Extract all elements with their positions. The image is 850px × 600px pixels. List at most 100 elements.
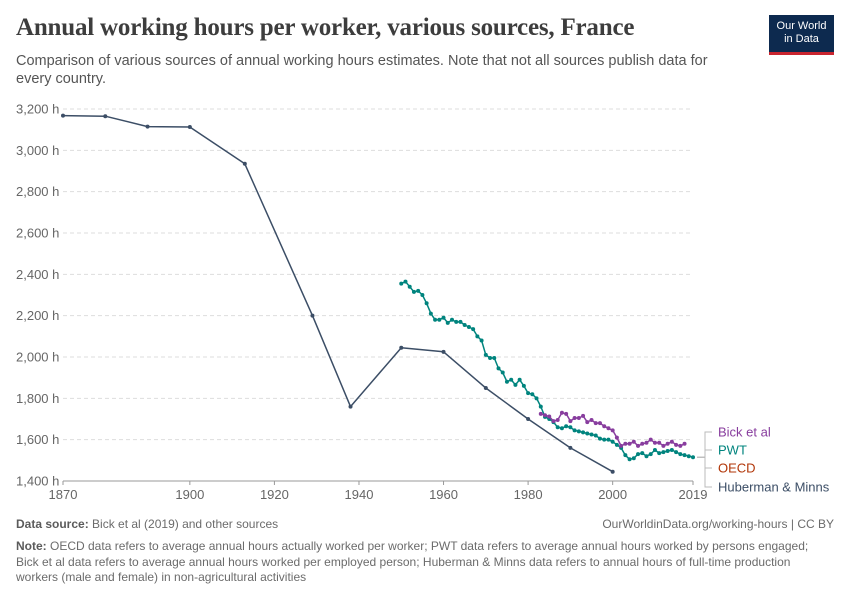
data-point <box>648 452 653 457</box>
chart-legend[interactable]: Bick et al PWT OECD Huberman & Minns <box>697 425 830 495</box>
x-tick-label: 1980 <box>514 487 543 502</box>
data-point <box>471 327 476 332</box>
data-point <box>310 313 315 318</box>
data-point <box>564 411 569 416</box>
series-lines <box>61 113 695 474</box>
data-point <box>145 124 150 129</box>
data-point <box>661 450 666 455</box>
data-point <box>585 431 590 436</box>
data-point <box>458 319 463 324</box>
data-point <box>433 317 438 322</box>
y-tick-label: 1,600 h <box>16 432 59 447</box>
data-point <box>411 289 416 294</box>
data-point <box>644 440 649 445</box>
data-point <box>572 415 577 420</box>
y-tick-label: 2,400 h <box>16 267 59 282</box>
data-point <box>187 124 192 129</box>
data-point <box>568 445 573 450</box>
data-point <box>555 418 560 423</box>
data-point <box>462 322 467 327</box>
x-tick-label: 2019 <box>679 487 708 502</box>
legend-label: Huberman & Minns <box>718 480 830 495</box>
y-tick-label: 2,800 h <box>16 184 59 199</box>
data-point <box>597 436 602 441</box>
legend-label: OECD <box>718 461 756 476</box>
data-point <box>669 439 674 444</box>
data-point <box>61 113 65 118</box>
x-tick-label: 1870 <box>49 487 78 502</box>
data-point <box>496 366 501 371</box>
data-point <box>407 284 412 289</box>
data-point <box>686 454 691 459</box>
data-point <box>547 414 552 419</box>
data-point <box>242 161 247 166</box>
note-label: Note: <box>16 539 47 553</box>
y-tick-label: 3,200 h <box>16 102 59 117</box>
data-point <box>399 345 404 350</box>
data-point <box>682 441 687 446</box>
data-point <box>602 424 607 429</box>
data-point <box>564 424 569 429</box>
legend-connector <box>697 449 712 458</box>
data-point <box>568 425 573 430</box>
series-line <box>62 114 614 473</box>
y-tick-label: 1,400 h <box>16 474 59 489</box>
data-point <box>593 421 598 426</box>
x-tick-label: 2000 <box>598 487 627 502</box>
data-point <box>437 317 442 322</box>
data-point <box>657 451 662 456</box>
data-point <box>640 451 645 456</box>
data-point <box>682 453 687 458</box>
data-point <box>559 426 564 431</box>
x-axis-ticks: 1870 1900 1920 1940 1960 1980 2000 2019 <box>49 481 708 502</box>
data-point <box>623 453 628 458</box>
data-point <box>555 425 560 430</box>
data-source-text[interactable]: Bick et al (2019) and other sources <box>88 517 279 531</box>
x-tick-label: 1920 <box>260 487 289 502</box>
owid-logo[interactable]: Our World in Data <box>769 15 834 55</box>
x-tick-label: 1960 <box>429 487 458 502</box>
source-url[interactable]: OurWorldinData.org/working-hours | CC BY <box>602 517 834 531</box>
data-point <box>504 379 509 384</box>
data-point <box>538 404 543 409</box>
data-point <box>103 114 108 119</box>
data-point <box>526 417 531 421</box>
data-point <box>538 411 543 416</box>
data-point <box>483 352 488 357</box>
y-tick-label: 2,600 h <box>16 226 59 241</box>
data-point <box>606 426 611 431</box>
data-point <box>576 429 581 434</box>
data-point <box>416 288 421 293</box>
data-point <box>572 428 577 433</box>
data-point <box>610 439 615 444</box>
data-point <box>441 349 446 354</box>
y-tick-label: 1,800 h <box>16 391 59 406</box>
data-point <box>652 440 657 445</box>
data-point <box>678 452 683 457</box>
data-point <box>543 413 548 418</box>
data-point <box>606 437 611 442</box>
data-point <box>623 441 628 446</box>
data-point <box>492 356 497 361</box>
data-point <box>593 433 598 438</box>
data-point <box>636 452 641 457</box>
data-point <box>627 457 632 462</box>
data-point <box>348 404 353 409</box>
legend-label: Bick et al <box>718 425 771 440</box>
data-point <box>652 448 657 452</box>
data-point <box>509 377 514 382</box>
data-point <box>614 435 619 440</box>
data-point <box>488 356 493 361</box>
data-point <box>424 301 429 306</box>
y-tick-label: 3,000 h <box>16 143 59 158</box>
note-text: OECD data refers to average annual hours… <box>16 539 809 584</box>
data-point <box>449 317 454 322</box>
chart-title: Annual working hours per worker, various… <box>16 14 635 41</box>
data-point <box>551 419 556 424</box>
data-point <box>597 421 602 426</box>
data-point <box>581 430 586 435</box>
data-point <box>602 437 607 442</box>
data-point <box>631 456 636 461</box>
data-source-label: Data source: <box>16 517 89 531</box>
data-point <box>640 441 645 446</box>
